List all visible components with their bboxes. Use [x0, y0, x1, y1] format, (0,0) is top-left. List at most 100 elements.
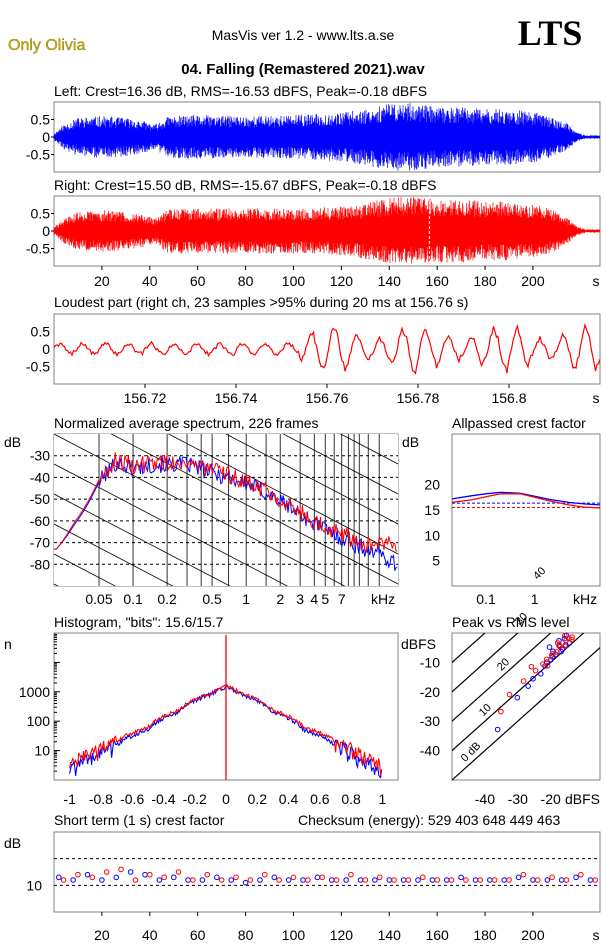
- histogram-xtick: -0.2: [183, 791, 207, 807]
- peak-rms-diagonals: [452, 633, 600, 780]
- crest-short-point: [132, 877, 139, 883]
- crest-short-point: [199, 877, 206, 883]
- peak-rms-point: [494, 726, 501, 733]
- loudest-plot: [53, 322, 601, 375]
- allpass-ytick: 10: [424, 527, 440, 543]
- crest-short-point: [405, 877, 412, 883]
- loudest-xtick: 156.8: [491, 390, 526, 406]
- crest-short-xtick: s: [593, 927, 600, 943]
- crest-short-point: [214, 874, 220, 881]
- right-ytick: 0.5: [31, 206, 51, 222]
- spectrum-xtick: 3: [296, 591, 304, 607]
- allpass-plot: [451, 491, 601, 509]
- spectrum-ytick: -40: [30, 469, 50, 485]
- crest-short-point: [443, 877, 450, 883]
- spectrum-grid: [54, 434, 398, 586]
- crest-short-point: [530, 877, 536, 883]
- peak-rms-diag: [452, 633, 552, 723]
- peak-rms-point: [549, 652, 555, 658]
- right-xtick: 20: [94, 273, 110, 289]
- spectrum-diag: [54, 493, 231, 586]
- right-ytick: 0: [42, 223, 50, 239]
- spectrum-xtick: 0.05: [85, 591, 112, 607]
- spectrum-xtick: 4: [310, 591, 318, 607]
- crest-short-point: [142, 871, 148, 878]
- crest-short-title: Short term (1 s) crest factor: [54, 812, 225, 828]
- loudest-ytick: 0.5: [31, 324, 51, 340]
- artist-label: Only Olivia: [8, 37, 85, 54]
- peak-rms-ytick: -40: [420, 743, 440, 759]
- crest-short-point: [99, 877, 105, 883]
- spectrum-diag: [54, 463, 289, 586]
- crest-short-point: [429, 877, 436, 883]
- crest-short-ytick: 10: [26, 877, 42, 893]
- lts-logo: LTS: [518, 13, 583, 53]
- crest-short-point: [558, 877, 565, 883]
- crest-short-point: [515, 874, 522, 881]
- left-ytick: -0.5: [26, 147, 50, 163]
- spectrum-xtick: 0.5: [202, 591, 222, 607]
- allpass-frame: [451, 433, 601, 587]
- crest-short-point: [228, 877, 235, 883]
- crest-short-point: [487, 877, 493, 883]
- peak-rms-point: [514, 694, 521, 701]
- crest-short-xtick: 160: [425, 927, 449, 943]
- right-xtick: 40: [142, 273, 158, 289]
- crest-short-point: [89, 874, 96, 881]
- crest-short-point: [314, 874, 321, 881]
- spectrum-ytick: -30: [30, 448, 50, 464]
- loudest-ytick: 0: [42, 341, 50, 357]
- loudest-ytick: -0.5: [26, 359, 50, 375]
- crest-short-point: [285, 877, 292, 883]
- peak-rms-point: [568, 636, 575, 643]
- crest-short-point: [127, 869, 134, 875]
- loudest-xtick: 156.78: [397, 390, 440, 406]
- allpass-ylabel: dB: [402, 434, 419, 450]
- crest-short-point: [391, 877, 397, 883]
- crest-short-point: [348, 871, 354, 878]
- crest-short-point: [549, 874, 555, 881]
- crest-short-point: [175, 869, 182, 875]
- spectrum-diag: [282, 434, 398, 495]
- left-ytick: 0.5: [31, 112, 51, 128]
- crest-short-point: [233, 874, 239, 881]
- peak-rms-xlabel: dBFS: [565, 791, 600, 807]
- crest-short-point: [261, 871, 268, 878]
- crest-short-point: [501, 877, 508, 883]
- crest-short-point: [506, 877, 512, 883]
- right-xtick: 100: [282, 273, 306, 289]
- crest-short-plot: [54, 858, 600, 886]
- peak-rms-ytick: -20: [420, 684, 440, 700]
- crest-short-xtick: 20: [94, 927, 110, 943]
- histogram-xtick: 0.4: [279, 791, 299, 807]
- histogram-ylabel: n: [4, 636, 12, 652]
- spectrum-xtick: 0.1: [123, 591, 143, 607]
- crest-short-point: [328, 877, 335, 883]
- allpass-xtick: 1: [531, 591, 539, 607]
- crest-short-point: [156, 877, 163, 883]
- histogram-xtick: -0.6: [120, 791, 144, 807]
- crest-short-point: [218, 877, 225, 883]
- right-xtick: 140: [378, 273, 402, 289]
- crest-short-point: [573, 874, 579, 881]
- crest-short-point: [55, 874, 62, 881]
- spectrum-diag: [54, 434, 346, 586]
- crest-short-xtick: 140: [378, 927, 402, 943]
- spectrum-diag: [110, 434, 398, 585]
- peak-rms-point: [569, 634, 575, 640]
- histogram-xtick: 0.8: [341, 791, 361, 807]
- crest-short-point: [592, 877, 599, 883]
- crest-short-point: [534, 877, 541, 883]
- crest-short-point: [242, 879, 249, 886]
- left-plot: [51, 103, 600, 171]
- spectrum-ytick: -70: [30, 535, 50, 551]
- crest-short-point: [204, 871, 211, 878]
- peak-rms-point: [546, 644, 553, 650]
- spectrum-xtick: 1: [242, 591, 250, 607]
- crest-short-point: [563, 877, 570, 883]
- crest-short-point: [578, 871, 584, 878]
- peak-rms-ytick: -30: [420, 713, 440, 729]
- crest-short-point: [190, 877, 196, 883]
- histogram-xtick: 0.6: [310, 791, 330, 807]
